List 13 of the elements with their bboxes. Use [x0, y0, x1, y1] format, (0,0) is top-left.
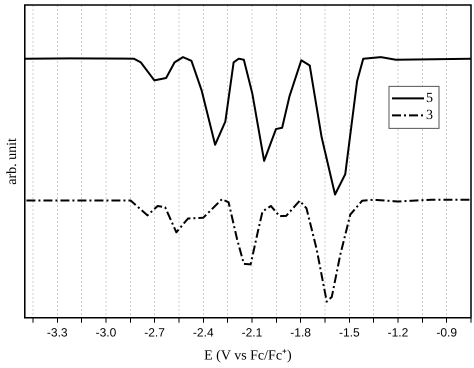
- x-tick-label: -3.0: [96, 325, 117, 340]
- x-tick-label: -1.8: [290, 325, 312, 340]
- x-tick-label: -2.4: [192, 325, 214, 340]
- x-tick-label: -2.1: [242, 325, 263, 340]
- x-tick-label: -2.7: [144, 325, 166, 340]
- x-axis-title: E (V vs Fc/Fc⁺): [204, 348, 292, 364]
- x-tick-label: -0.9: [436, 325, 458, 340]
- y-axis-title: arb. unit: [5, 138, 20, 185]
- x-tick-label: -1.5: [338, 325, 360, 340]
- x-tick-label: -3.3: [46, 325, 68, 340]
- legend-label: 3: [426, 108, 433, 123]
- legend-label: 5: [426, 91, 433, 106]
- x-tick-label: -1.2: [388, 325, 409, 340]
